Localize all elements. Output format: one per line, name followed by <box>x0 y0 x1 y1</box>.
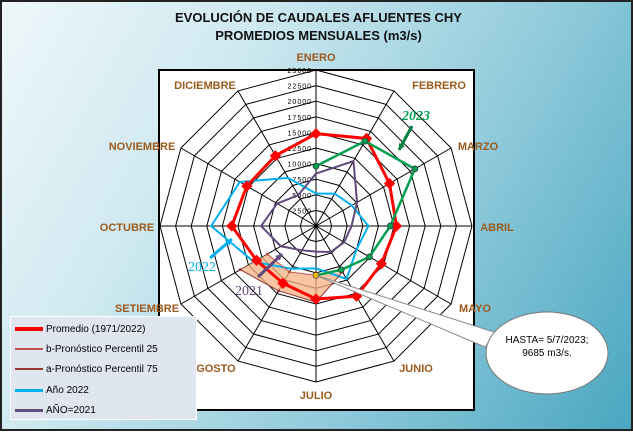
legend-item: a-Pronóstico Percentil 75 <box>15 362 158 376</box>
tick-label: 15000 <box>288 130 312 137</box>
tick-label: 2500 <box>292 208 312 215</box>
tick-label: 5000 <box>292 193 312 200</box>
callout-bubble <box>485 311 609 395</box>
grid-spoke <box>180 225 317 305</box>
annotation-y2022: 2022 <box>188 260 216 275</box>
tick-label: 12500 <box>288 146 312 153</box>
chart-title-line2: PROMEDIOS MENSUALES (m3/s) <box>215 28 422 43</box>
data-point <box>310 127 322 140</box>
month-label: ENERO <box>296 52 336 64</box>
tick-label: 10000 <box>288 162 312 169</box>
data-point <box>265 252 269 256</box>
grid-spoke <box>315 147 452 227</box>
percentile-band <box>240 254 343 303</box>
legend-item: AÑO=2021 <box>15 403 96 417</box>
legend-item: Promedio (1971/2022) <box>15 322 146 336</box>
month-label: ABRIL <box>480 222 514 234</box>
data-point <box>386 222 394 230</box>
series-line-2 <box>240 269 343 303</box>
month-label: MAYO <box>459 303 491 315</box>
legend-label: AÑO=2021 <box>46 404 96 416</box>
month-label: AGOSTO <box>188 363 236 375</box>
data-point <box>411 165 419 173</box>
data-point <box>226 220 238 232</box>
data-point <box>250 254 263 266</box>
data-point <box>375 258 388 270</box>
month-label: JULIO <box>300 390 333 402</box>
data-point <box>277 289 281 293</box>
data-point <box>310 293 322 305</box>
chart-title-line1: EVOLUCIÓN DE CAUDALES AFLUENTES CHY <box>175 10 462 25</box>
tick-label: 22500 <box>288 84 312 91</box>
annotation-y2021: 2021 <box>235 284 263 299</box>
legend-label: a-Pronóstico Percentil 75 <box>46 363 158 375</box>
series-line-3 <box>209 176 370 281</box>
legend-item: b-Pronóstico Percentil 25 <box>15 342 158 356</box>
month-label: MARZO <box>458 141 499 153</box>
grid-spoke <box>237 225 317 362</box>
legend-item: Año 2022 <box>15 383 89 397</box>
data-point <box>390 220 403 232</box>
legend-swatch <box>15 327 43 331</box>
month-label: DICIEMBRE <box>174 80 236 92</box>
legend-label: Año 2022 <box>46 384 89 396</box>
data-point <box>361 137 369 145</box>
legend-label: Promedio (1971/2022) <box>46 323 146 335</box>
data-point <box>238 268 242 272</box>
data-point <box>287 270 291 274</box>
series-line-4 <box>259 159 359 253</box>
data-point <box>277 277 289 289</box>
legend-swatch <box>15 408 43 412</box>
arrow-2023-head <box>398 143 405 150</box>
data-point <box>366 253 373 261</box>
tick-label: 20000 <box>288 99 312 106</box>
callout-text: HASTA= 5/7/2023; 9685 m3/s. <box>488 334 606 360</box>
month-label: JUNIO <box>399 363 433 375</box>
data-point <box>337 266 345 274</box>
tick-label: 17500 <box>288 115 312 122</box>
month-label: SETIEMBRE <box>115 303 179 315</box>
legend-label: b-Pronóstico Percentil 25 <box>46 343 158 355</box>
grid-spoke <box>315 90 395 227</box>
month-label: OCTUBRE <box>100 222 154 234</box>
legend-swatch <box>15 348 43 350</box>
legend-swatch <box>15 368 43 370</box>
callout-line2: 9685 m3/s. <box>522 348 572 359</box>
month-label: NOVIEMBRE <box>109 141 176 153</box>
data-point <box>269 150 282 162</box>
tick-label: 7500 <box>292 177 312 184</box>
tick-label: 25000 <box>288 68 312 75</box>
arrow-2022-head <box>225 239 232 246</box>
data-point <box>312 162 320 170</box>
arrow-2021-head <box>275 254 282 261</box>
data-point <box>383 177 396 190</box>
data-point <box>241 180 253 192</box>
legend: Promedio (1971/2022) b-Pronóstico Percen… <box>10 316 197 420</box>
callout-line1: HASTA= 5/7/2023; <box>505 335 589 346</box>
annotation-y2023: 2023 <box>401 109 430 124</box>
month-label: FEBRERO <box>412 80 466 92</box>
legend-swatch <box>15 388 43 392</box>
